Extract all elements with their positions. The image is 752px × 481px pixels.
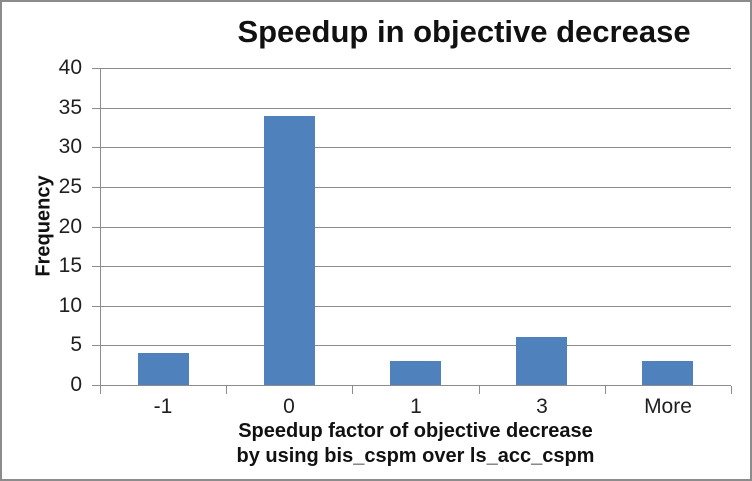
- y-axis-tick-label: 20: [58, 215, 82, 238]
- bar-0: [264, 116, 315, 385]
- x-axis-tick-label: 1: [410, 395, 422, 418]
- x-axis-tick: [605, 386, 606, 394]
- y-axis-tick-label: 10: [58, 294, 82, 317]
- y-gridline: [92, 187, 731, 188]
- y-gridline: [92, 147, 731, 148]
- x-axis-tick-label: 3: [536, 395, 548, 418]
- bar-3: [516, 337, 567, 385]
- chart-title: Speedup in objective decrease: [237, 14, 691, 49]
- x-axis-tick: [100, 386, 101, 394]
- x-axis-title: Speedup factor of objective decrease by …: [100, 419, 731, 469]
- x-axis-title-line2: by using bis_cspm over ls_acc_cspm: [236, 445, 595, 467]
- x-axis-tick: [479, 386, 480, 394]
- y-axis-tick-label: 35: [58, 96, 82, 119]
- y-axis-tick-label: 40: [58, 56, 82, 79]
- y-axis-tick-label: 5: [70, 333, 82, 356]
- y-gridline: [92, 68, 731, 69]
- x-axis-title-line1: Speedup factor of objective decrease: [238, 420, 593, 442]
- y-axis-tick-label: 30: [58, 135, 82, 158]
- y-axis-tick-label: 15: [58, 254, 82, 277]
- y-gridline: [92, 108, 731, 109]
- bar-1: [390, 361, 441, 385]
- y-gridline: [92, 345, 731, 346]
- bar--1: [138, 353, 189, 385]
- x-axis-tick: [352, 386, 353, 394]
- x-axis-line: [92, 385, 731, 386]
- x-axis-tick: [731, 386, 732, 394]
- y-gridline: [92, 227, 731, 228]
- x-axis-tick: [226, 386, 227, 394]
- y-gridline: [92, 306, 731, 307]
- x-axis-tick-label: 0: [283, 395, 295, 418]
- x-axis-tick-label: More: [644, 395, 692, 418]
- y-axis-line: [100, 68, 101, 386]
- y-axis-tick-label: 0: [70, 373, 82, 396]
- x-axis-tick-label: -1: [153, 395, 173, 418]
- y-gridline: [92, 266, 731, 267]
- y-axis-tick-label: 25: [58, 175, 82, 198]
- bar-More: [642, 361, 693, 385]
